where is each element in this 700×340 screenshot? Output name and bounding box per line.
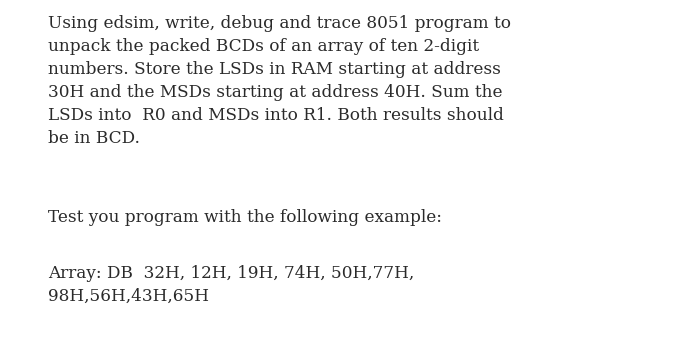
Text: Array: DB  32H, 12H, 19H, 74H, 50H,77H,
98H,56H,43H,65H: Array: DB 32H, 12H, 19H, 74H, 50H,77H, 9…: [48, 265, 414, 305]
Text: Test you program with the following example:: Test you program with the following exam…: [48, 209, 442, 226]
Text: Using edsim, write, debug and trace 8051 program to
unpack the packed BCDs of an: Using edsim, write, debug and trace 8051…: [48, 15, 510, 147]
